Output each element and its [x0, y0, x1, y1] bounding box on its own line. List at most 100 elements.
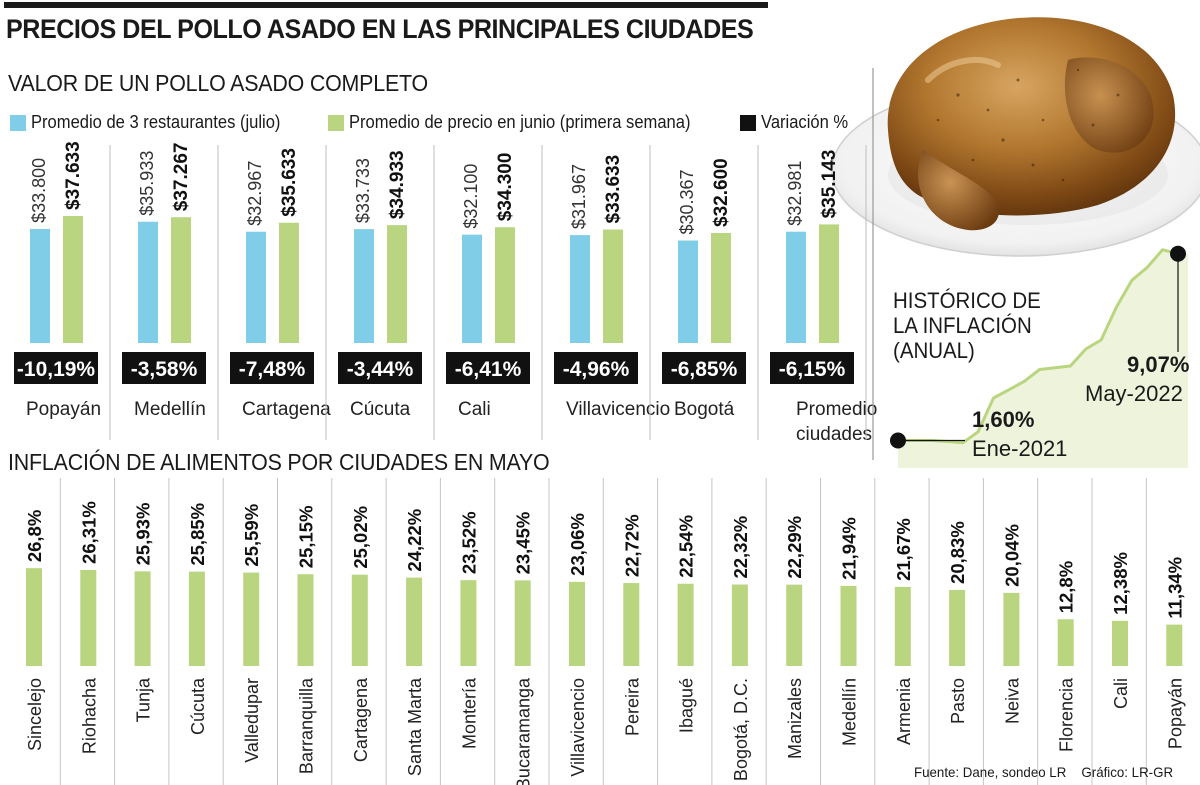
inflation-area	[898, 249, 1188, 468]
legend-item-restaurants: Promedio de 3 restaurantes (julio)	[10, 112, 302, 133]
category-label-villavicencio: Villavicencio	[566, 399, 670, 420]
bar-food-pasto	[949, 589, 966, 666]
bar-restaurants-cartagena	[246, 231, 266, 343]
bar-food-bucaramanga	[514, 580, 531, 666]
category-label-cucuta: Cúcuta	[350, 399, 411, 420]
chicken-wing	[918, 150, 999, 231]
bar-food-valledupar	[243, 572, 260, 666]
value-label-pasto: 20,83%	[947, 521, 968, 584]
label-restaurants-villavicencio: $31.967	[569, 164, 589, 229]
value-label-bucaramanga: 23,45%	[513, 512, 534, 575]
value-label-popayan: 11,34%	[1164, 557, 1185, 619]
category-label-promedio-ciudades-2: ciudades	[796, 424, 872, 445]
inflation-end-value: 9,07%	[1127, 352, 1190, 377]
value-label-manizales: 22,29%	[784, 516, 805, 579]
bar-food-monteria	[460, 580, 477, 666]
food-inflation-chart-title: INFLACIÓN DE ALIMENTOS POR CIUDADES EN M…	[8, 449, 550, 475]
chicken-thigh	[1064, 57, 1154, 153]
label-june-cucuta: $34.933	[387, 150, 408, 219]
value-label-riohacha: 26,31%	[78, 501, 99, 564]
bar-food-medellin	[840, 585, 857, 666]
variation-badge-villavicencio	[554, 352, 638, 384]
inflation-start-point	[890, 432, 906, 449]
city-label-medellin: Medellín	[840, 678, 860, 746]
price-bar-chart: $33.800 $37.633 -10,19% Popayán $35.933 $37.2…	[14, 141, 877, 445]
inflation-line	[898, 248, 1179, 445]
category-label-cartagena: Cartagena	[242, 399, 331, 420]
bar-restaurants-promedio-ciudades	[786, 231, 806, 343]
variation-label-promedio-ciudades: -6,15%	[779, 358, 846, 381]
city-label-sincelejo: Sincelejo	[25, 678, 45, 751]
bar-june-cali	[495, 227, 515, 343]
city-label-santa-marta: Santa Marta	[405, 677, 425, 776]
price-chart-legend: Promedio de 3 restaurantes (julio) Prome…	[10, 112, 850, 136]
bar-restaurants-medellin	[138, 221, 158, 343]
top-rule	[4, 2, 768, 8]
value-label-pereira: 22,72%	[621, 514, 642, 577]
value-label-cali: 12,38%	[1110, 552, 1131, 615]
value-label-santa-marta: 24,22%	[404, 509, 425, 572]
label-restaurants-cali: $32.100	[461, 164, 481, 229]
bar-food-santa-marta	[406, 577, 423, 666]
bar-food-neiva	[1003, 592, 1020, 666]
bar-food-popayan	[1166, 624, 1183, 666]
price-chart-title: VALOR DE UN POLLO ASADO COMPLETO	[8, 70, 428, 96]
category-label-popayan: Popayán	[26, 399, 101, 420]
value-label-ibague: 22,54%	[676, 515, 697, 578]
bar-food-florencia	[1057, 619, 1074, 666]
chicken-highlight	[925, 57, 1001, 83]
city-label-manizales: Manizales	[785, 678, 805, 759]
bar-june-promedio-ciudades	[819, 224, 839, 343]
bar-food-armenia	[894, 586, 911, 666]
label-restaurants-cucuta: $33.733	[353, 158, 373, 223]
bar-food-pereira	[623, 583, 640, 666]
inflation-end-date: May-2022	[1085, 381, 1183, 406]
inflation-title-line-3: (ANUAL)	[893, 338, 975, 363]
bar-june-popayan	[63, 215, 83, 343]
legend-item-june: Promedio de precio en junio (primera sem…	[328, 112, 720, 133]
variation-badge-cali	[446, 352, 530, 384]
city-label-pasto: Pasto	[948, 678, 968, 724]
value-label-medellin: 21,94%	[839, 517, 860, 580]
value-label-sincelejo: 26,8%	[24, 510, 45, 562]
bar-food-cali	[1112, 620, 1128, 666]
city-label-valledupar: Valledupar	[242, 678, 262, 763]
value-label-florencia: 12,8%	[1056, 561, 1077, 613]
label-restaurants-popayan: $33.800	[29, 158, 49, 223]
value-label-cartagena: 25,02%	[350, 506, 371, 569]
value-label-valledupar: 25,59%	[241, 504, 262, 567]
bar-restaurants-cali	[462, 234, 482, 343]
legend-item-variation: Variación %	[740, 112, 856, 133]
bar-food-villavicencio	[569, 581, 585, 666]
city-label-cali: Cali	[1111, 678, 1131, 709]
variation-label-cartagena: -7,48%	[239, 358, 306, 381]
label-june-villavicencio: $33.633	[603, 155, 624, 224]
bar-restaurants-popayan	[30, 228, 50, 343]
bar-food-ibague	[677, 583, 694, 666]
city-label-florencia: Florencia	[1057, 677, 1077, 752]
legend-label-variation: Variación %	[761, 112, 849, 132]
variation-label-villavicencio: -4,96%	[563, 358, 630, 381]
legend-label-june: Promedio de precio en junio (primera sem…	[349, 112, 691, 132]
source-credit: Fuente: Dane, sondeo LR Gráfico: LR-GR	[914, 764, 1184, 780]
pepper-speckles	[936, 68, 1120, 182]
bar-june-cartagena	[279, 222, 299, 343]
bar-restaurants-villavicencio	[570, 235, 590, 343]
food-inflation-bar-chart: 26,8% Sincelejo 26,31% Riohacha 25,93% Tunja 2…	[24, 478, 1185, 785]
bar-june-villavicencio	[603, 229, 623, 343]
legend-swatch-june	[328, 114, 344, 131]
inflation-title-line-1: HISTÓRICO DE	[893, 288, 1041, 313]
bar-food-tunja	[134, 571, 151, 666]
city-label-riohacha: Riohacha	[79, 677, 99, 754]
inflation-history-chart	[872, 68, 1188, 468]
variation-badge-cucuta	[338, 352, 422, 384]
city-label-neiva: Neiva	[1002, 677, 1022, 724]
legend-label-restaurants: Promedio de 3 restaurantes (julio)	[31, 112, 281, 132]
variation-badge-promedio-ciudades	[770, 352, 854, 384]
label-june-promedio-ciudades: $35.143	[819, 150, 840, 219]
bar-food-cartagena	[351, 574, 368, 666]
city-label-cartagena: Cartagena	[351, 677, 371, 762]
variation-badge-medellin	[122, 352, 206, 384]
city-label-bogota-d-c: Bogotá, D.C.	[731, 678, 751, 781]
value-label-bogota-d-c: 22,32%	[730, 516, 751, 579]
